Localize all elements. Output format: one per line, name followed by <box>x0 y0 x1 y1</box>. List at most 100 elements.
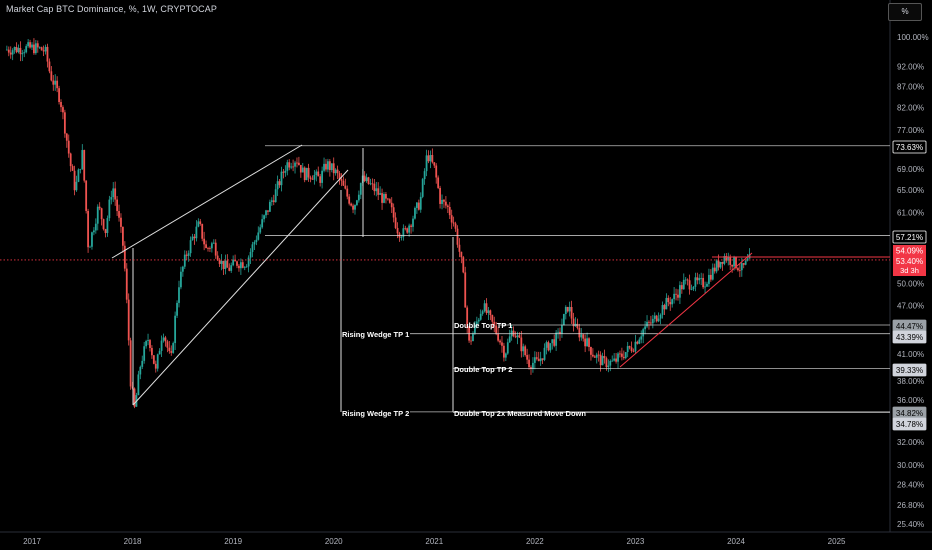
price-label-box <box>893 256 926 276</box>
level-label: 43.39% <box>896 333 923 342</box>
candle-body <box>410 225 412 227</box>
candle-body <box>62 107 64 113</box>
candle-body <box>207 248 209 249</box>
candle-body <box>34 43 37 54</box>
candle-body <box>522 346 525 352</box>
candle-body <box>342 180 345 186</box>
candle-body <box>44 46 47 52</box>
candle-body <box>725 256 728 261</box>
candle-body <box>178 287 180 303</box>
candle-body <box>446 205 449 207</box>
candle-body <box>174 315 177 344</box>
candle-body <box>408 225 411 233</box>
candle-body <box>688 280 691 290</box>
candle-body <box>222 260 225 269</box>
candle-body <box>371 183 374 185</box>
candle-body <box>164 337 167 342</box>
candle-body <box>383 194 385 203</box>
candle-body <box>632 350 635 352</box>
candle-body <box>313 175 316 180</box>
candle-body <box>479 313 482 320</box>
candle-body <box>713 267 716 272</box>
candle-body <box>112 188 115 198</box>
candle-body <box>56 80 59 89</box>
candle-body <box>702 277 705 288</box>
candle-body <box>626 346 629 353</box>
candle-body <box>286 162 289 171</box>
candle-body <box>359 183 362 195</box>
candle-body <box>319 176 322 183</box>
candle-body <box>582 334 585 339</box>
candle-body <box>636 341 639 344</box>
x-axis[interactable]: 2017 2018 2019 2020 2021 2022 2023 2024 2025 <box>23 537 846 546</box>
candle-body <box>489 310 492 316</box>
candle-body <box>102 219 105 230</box>
candle-body <box>400 236 403 238</box>
y-axis[interactable]: 100.00% 92.00% 87.00% 82.00% 77.00% 69.00% 65.… <box>897 33 929 529</box>
candle-body <box>501 342 503 346</box>
y-tick-label: 36.00% <box>897 396 924 405</box>
candle-body <box>137 374 140 396</box>
candle-body <box>646 321 648 327</box>
candle-body <box>448 206 451 216</box>
candle-body <box>259 227 262 233</box>
candle-body <box>491 315 494 322</box>
candle-body <box>379 193 382 195</box>
candle-body <box>114 188 117 200</box>
candle-body <box>414 207 416 219</box>
candle-body <box>708 274 710 284</box>
candle-body <box>665 297 668 310</box>
candle-body <box>48 61 51 72</box>
level-label: 73.63% <box>896 143 923 152</box>
candle-body <box>336 169 339 174</box>
candle-body <box>746 258 749 261</box>
candle-body <box>352 205 354 210</box>
candle-body <box>191 236 194 241</box>
level-label: 44.47% <box>896 322 923 331</box>
candle-body <box>334 169 337 174</box>
candle-body <box>744 260 747 265</box>
candle-body <box>526 355 529 360</box>
candle-body <box>578 328 581 338</box>
candle-body <box>415 202 418 208</box>
x-tick-label: 2022 <box>526 537 544 546</box>
candle-body <box>7 49 10 53</box>
candle-body <box>386 198 389 200</box>
drawing-layer <box>0 144 890 413</box>
level-label: 39.33% <box>896 366 923 375</box>
candle-body <box>183 254 186 267</box>
annotation-label: Double Top TP 2 <box>454 365 512 374</box>
candle-body <box>325 163 327 170</box>
candle-body <box>40 47 43 51</box>
candle-body <box>81 150 84 169</box>
percent-scale-button[interactable]: % <box>888 3 922 21</box>
candle-body <box>238 265 240 269</box>
candle-body <box>642 329 645 337</box>
candle-body <box>160 340 163 351</box>
candle-body <box>152 355 155 364</box>
candle-body <box>568 306 571 312</box>
candle-body <box>116 199 118 212</box>
annotation-label: Double Top 2x Measured Move Down <box>454 409 586 418</box>
candle-body <box>23 52 26 54</box>
candle-body <box>719 261 722 268</box>
level-labels: 73.63% 57.21% 44.47% 43.39% 39.33% 34.82% 34.7… <box>892 140 927 431</box>
candle-body <box>50 71 53 81</box>
candle-body <box>576 323 579 329</box>
candle-body <box>255 239 258 243</box>
candle-body <box>87 210 89 248</box>
candle-body <box>717 260 720 268</box>
candle-body <box>441 199 443 204</box>
candle-body <box>617 353 619 362</box>
candle-body <box>466 307 469 327</box>
candle-body <box>450 215 453 223</box>
candle-body <box>475 321 478 325</box>
y-tick-label: 38.00% <box>897 377 924 386</box>
candle-body <box>477 319 480 322</box>
candle-body <box>709 274 712 280</box>
candle-body <box>603 356 606 359</box>
candle-body <box>123 245 126 269</box>
candle-body <box>212 242 215 244</box>
chart-title: Market Cap BTC Dominance, %, 1W, CRYPTOC… <box>6 4 217 14</box>
